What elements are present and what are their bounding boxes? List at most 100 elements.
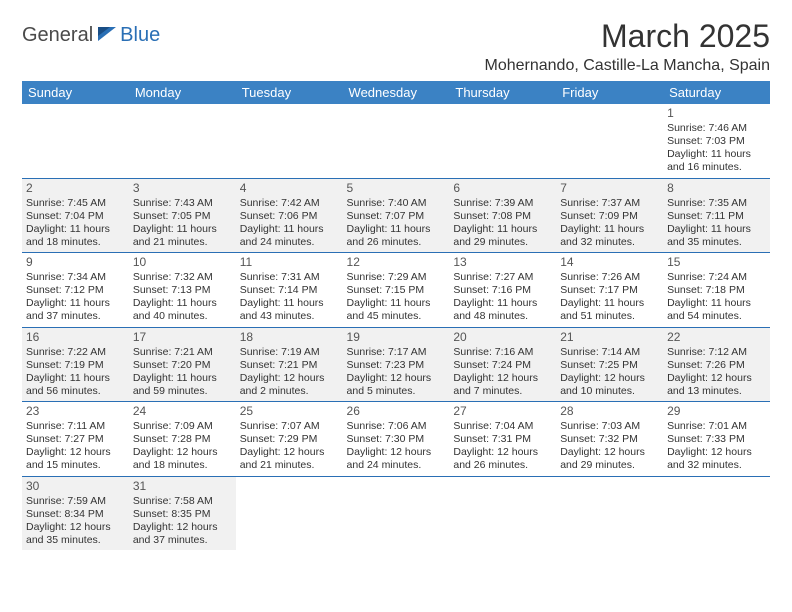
calendar-cell: 8Sunrise: 7:35 AMSunset: 7:11 PMDaylight… [663,178,770,253]
calendar-cell: 20Sunrise: 7:16 AMSunset: 7:24 PMDayligh… [449,327,556,402]
day-number: 30 [26,479,125,494]
day-number: 29 [667,404,766,419]
dayname: Tuesday [236,81,343,104]
calendar-cell: 9Sunrise: 7:34 AMSunset: 7:12 PMDaylight… [22,253,129,328]
day-detail: Sunrise: 7:06 AM [347,420,446,433]
day-detail: Sunset: 7:15 PM [347,284,446,297]
day-detail: Daylight: 11 hours [560,297,659,310]
day-detail: and 40 minutes. [133,310,232,323]
day-number: 12 [347,255,446,270]
day-detail: Sunrise: 7:24 AM [667,271,766,284]
day-detail: Sunrise: 7:14 AM [560,346,659,359]
day-detail: Sunrise: 7:26 AM [560,271,659,284]
calendar-cell [343,476,450,550]
day-detail: Daylight: 12 hours [347,446,446,459]
calendar-cell: 12Sunrise: 7:29 AMSunset: 7:15 PMDayligh… [343,253,450,328]
calendar-row: 16Sunrise: 7:22 AMSunset: 7:19 PMDayligh… [22,327,770,402]
calendar-cell [556,476,663,550]
calendar-cell: 10Sunrise: 7:32 AMSunset: 7:13 PMDayligh… [129,253,236,328]
day-detail: Sunset: 7:25 PM [560,359,659,372]
day-number: 16 [26,330,125,345]
calendar-cell: 2Sunrise: 7:45 AMSunset: 7:04 PMDaylight… [22,178,129,253]
calendar-cell: 28Sunrise: 7:03 AMSunset: 7:32 PMDayligh… [556,402,663,477]
day-detail: Sunrise: 7:27 AM [453,271,552,284]
day-detail: Sunset: 7:27 PM [26,433,125,446]
calendar-cell: 30Sunrise: 7:59 AMSunset: 8:34 PMDayligh… [22,476,129,550]
day-detail: Daylight: 11 hours [667,223,766,236]
calendar-cell: 18Sunrise: 7:19 AMSunset: 7:21 PMDayligh… [236,327,343,402]
day-detail: and 21 minutes. [133,236,232,249]
logo: General Blue [22,24,160,47]
day-detail: Daylight: 11 hours [667,297,766,310]
day-detail: Sunset: 7:30 PM [347,433,446,446]
day-detail: Sunrise: 7:43 AM [133,197,232,210]
day-detail: Sunset: 7:17 PM [560,284,659,297]
calendar-row: 30Sunrise: 7:59 AMSunset: 8:34 PMDayligh… [22,476,770,550]
dayname: Monday [129,81,236,104]
dayname: Saturday [663,81,770,104]
day-detail: and 16 minutes. [667,161,766,174]
day-detail: and 32 minutes. [667,459,766,472]
day-detail: Sunrise: 7:07 AM [240,420,339,433]
day-number: 8 [667,181,766,196]
day-detail: Daylight: 11 hours [453,223,552,236]
day-detail: and 10 minutes. [560,385,659,398]
day-number: 26 [347,404,446,419]
calendar-cell: 3Sunrise: 7:43 AMSunset: 7:05 PMDaylight… [129,178,236,253]
day-number: 31 [133,479,232,494]
day-detail: Sunset: 7:05 PM [133,210,232,223]
calendar-cell [236,476,343,550]
calendar-row: 2Sunrise: 7:45 AMSunset: 7:04 PMDaylight… [22,178,770,253]
day-detail: and 26 minutes. [453,459,552,472]
day-detail: Daylight: 12 hours [667,446,766,459]
day-detail: and 35 minutes. [667,236,766,249]
day-detail: Daylight: 11 hours [133,223,232,236]
day-detail: and 35 minutes. [26,534,125,547]
day-detail: Sunrise: 7:31 AM [240,271,339,284]
day-detail: Sunset: 7:03 PM [667,135,766,148]
day-detail: Sunset: 7:26 PM [667,359,766,372]
day-detail: and 32 minutes. [560,236,659,249]
day-detail: Sunrise: 7:45 AM [26,197,125,210]
calendar-cell: 7Sunrise: 7:37 AMSunset: 7:09 PMDaylight… [556,178,663,253]
day-detail: Sunset: 8:34 PM [26,508,125,521]
day-number: 17 [133,330,232,345]
day-detail: Sunset: 7:04 PM [26,210,125,223]
day-detail: Sunrise: 7:40 AM [347,197,446,210]
day-number: 18 [240,330,339,345]
calendar-cell: 29Sunrise: 7:01 AMSunset: 7:33 PMDayligh… [663,402,770,477]
day-detail: Sunset: 8:35 PM [133,508,232,521]
day-number: 1 [667,106,766,121]
calendar-cell [663,476,770,550]
calendar-cell: 13Sunrise: 7:27 AMSunset: 7:16 PMDayligh… [449,253,556,328]
day-detail: Sunrise: 7:37 AM [560,197,659,210]
day-detail: Daylight: 11 hours [453,297,552,310]
dayname-row: Sunday Monday Tuesday Wednesday Thursday… [22,81,770,104]
day-detail: Sunrise: 7:35 AM [667,197,766,210]
day-detail: and 15 minutes. [26,459,125,472]
day-number: 9 [26,255,125,270]
flag-icon [96,25,118,43]
day-number: 19 [347,330,446,345]
day-detail: Sunset: 7:19 PM [26,359,125,372]
day-detail: Daylight: 12 hours [560,446,659,459]
day-detail: Daylight: 11 hours [26,223,125,236]
day-number: 23 [26,404,125,419]
calendar-cell [129,104,236,178]
day-detail: Sunset: 7:33 PM [667,433,766,446]
day-detail: and 29 minutes. [453,236,552,249]
day-detail: Daylight: 12 hours [453,372,552,385]
calendar-cell: 4Sunrise: 7:42 AMSunset: 7:06 PMDaylight… [236,178,343,253]
day-number: 25 [240,404,339,419]
calendar-cell: 31Sunrise: 7:58 AMSunset: 8:35 PMDayligh… [129,476,236,550]
day-detail: and 29 minutes. [560,459,659,472]
day-detail: Sunrise: 7:29 AM [347,271,446,284]
calendar-cell: 19Sunrise: 7:17 AMSunset: 7:23 PMDayligh… [343,327,450,402]
day-detail: Daylight: 12 hours [133,446,232,459]
day-detail: and 59 minutes. [133,385,232,398]
calendar-cell [556,104,663,178]
day-detail: and 7 minutes. [453,385,552,398]
calendar-cell: 27Sunrise: 7:04 AMSunset: 7:31 PMDayligh… [449,402,556,477]
day-detail: and 24 minutes. [347,459,446,472]
day-number: 5 [347,181,446,196]
